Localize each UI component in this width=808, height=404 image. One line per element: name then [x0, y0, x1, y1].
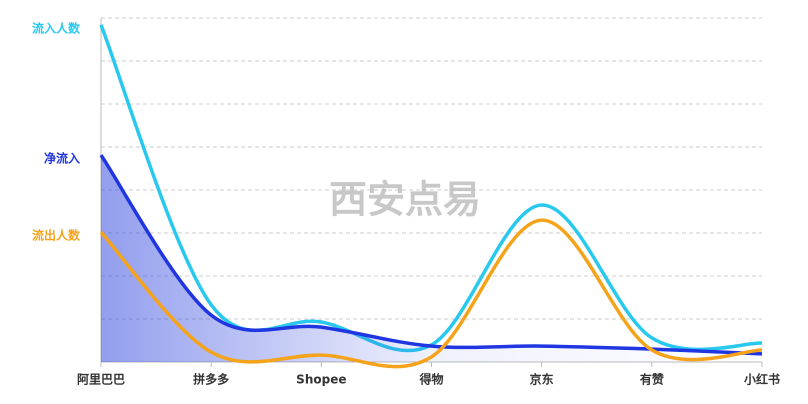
x-tick-label: 京东 — [530, 372, 554, 387]
area — [101, 155, 762, 362]
series-label: 流出人数 — [32, 228, 81, 243]
series-label: 流入人数 — [32, 20, 81, 35]
series-label: 净流入 — [44, 151, 80, 166]
x-tick-label: 小红书 — [744, 372, 780, 387]
x-tick-label: 有赞 — [640, 372, 664, 387]
x-tick-label: 拼多多 — [193, 372, 229, 387]
x-tick-label: Shopee — [296, 373, 346, 387]
line — [99, 218, 763, 369]
watermark: 西安点易 — [329, 178, 481, 222]
x-tick-label: 阿里巴巴 — [77, 372, 125, 387]
x-tick-label: 得物 — [418, 372, 443, 387]
